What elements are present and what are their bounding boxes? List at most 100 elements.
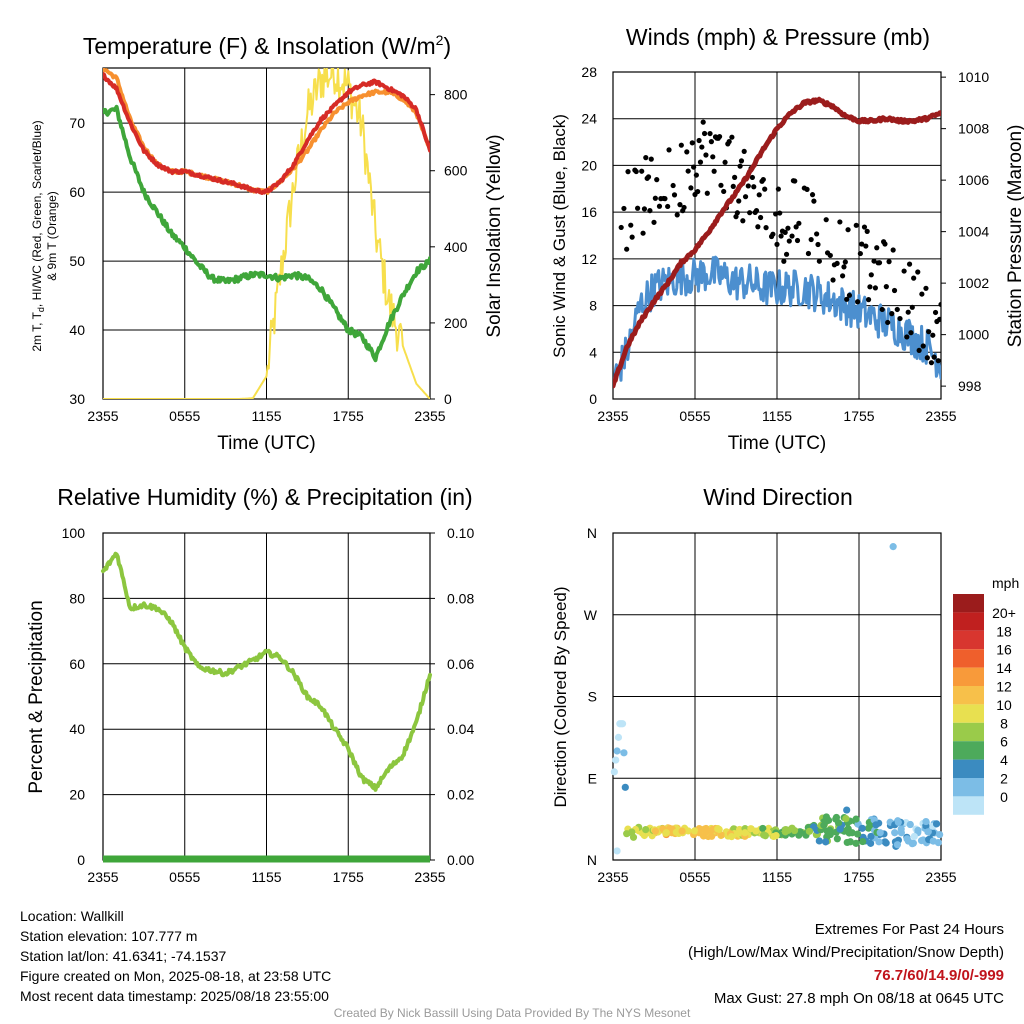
direction-point xyxy=(781,826,790,834)
y-tick-label: 60 xyxy=(69,184,85,200)
gust-point xyxy=(841,264,847,270)
gust-point xyxy=(741,148,747,154)
y-tick-label: S xyxy=(588,689,597,705)
extremes-values: 76.7/60/14.9/0/-999 xyxy=(873,967,1004,984)
gust-point xyxy=(897,315,903,322)
elevation-text: Station elevation: 107.777 m xyxy=(20,928,198,944)
gust-point xyxy=(671,192,678,198)
direction-point xyxy=(620,749,628,757)
y-tick-label: 20 xyxy=(69,787,85,803)
gust-point xyxy=(864,228,870,235)
direction-point xyxy=(822,813,831,821)
gust-point xyxy=(814,231,820,237)
direction-point xyxy=(834,819,843,827)
direction-point xyxy=(621,783,629,791)
y2-tick-label: 600 xyxy=(444,163,468,179)
x-tick-label: 2355 xyxy=(87,408,118,424)
gust-point xyxy=(827,252,833,259)
direction-point xyxy=(805,827,814,835)
colorbar-tick-label: 2 xyxy=(1000,771,1008,787)
gust-point xyxy=(924,355,930,361)
gust-point xyxy=(770,231,776,237)
gust-point xyxy=(774,241,780,247)
direction-point xyxy=(897,825,905,833)
direction-point xyxy=(843,806,851,814)
x-tick-label: 2355 xyxy=(597,869,628,885)
gust-point xyxy=(621,205,627,212)
direction-point xyxy=(842,815,850,823)
direction-point xyxy=(929,837,937,845)
direction-point xyxy=(628,828,636,836)
direction-point xyxy=(909,839,917,847)
gust-point xyxy=(889,311,895,317)
latlon-text: Station lat/lon: 41.6341; -74.1537 xyxy=(20,948,227,964)
gust-point xyxy=(711,168,717,174)
gust-point xyxy=(793,224,799,230)
x-tick-label: 1155 xyxy=(762,408,792,424)
direction-point xyxy=(613,847,621,855)
gust-point xyxy=(863,243,869,249)
y2-tick-label: 200 xyxy=(444,315,468,331)
gust-point xyxy=(885,319,891,326)
gust-point xyxy=(693,172,699,178)
direction-point xyxy=(717,831,726,839)
gust-point xyxy=(906,261,913,267)
y2-tick-label: 0.06 xyxy=(447,656,474,672)
direction-point xyxy=(613,747,621,755)
gust-point xyxy=(703,152,709,158)
direction-point xyxy=(833,835,841,843)
gust-point xyxy=(868,272,874,278)
colorbar-cell xyxy=(953,594,984,613)
gust-point xyxy=(666,147,672,153)
gust-point xyxy=(919,291,925,297)
title-text: Temperature (F) & Insolation (W/m xyxy=(83,33,436,59)
direction-point xyxy=(853,830,862,838)
gust-point xyxy=(846,292,853,298)
y-axis-title: Direction (Colored By Speed) xyxy=(551,586,570,807)
x-axis-title: Time (UTC) xyxy=(217,433,316,454)
gust-point xyxy=(685,168,691,174)
credit-text: Created By Nick Bassill Using Data Provi… xyxy=(333,1006,691,1020)
direction-point xyxy=(867,832,875,841)
y-axis-title: Sonic Wind & Gust (Blue, Black) xyxy=(550,114,569,358)
x-tick-label: 1755 xyxy=(843,408,874,424)
x-tick-label: 1755 xyxy=(843,869,874,885)
gust-point xyxy=(742,194,749,200)
direction-point xyxy=(893,841,902,849)
wind-speed-line xyxy=(613,255,941,385)
x-tick-label: 2355 xyxy=(414,408,445,424)
y-axis-title: Percent & Precipitation xyxy=(26,600,47,793)
direction-point xyxy=(662,829,670,837)
x-axis-title: Time (UTC) xyxy=(728,433,827,454)
gust-point xyxy=(763,225,769,231)
gust-point xyxy=(935,358,941,364)
gust-point xyxy=(756,192,762,198)
y-tick-label: 0 xyxy=(589,391,597,407)
gust-point xyxy=(695,188,701,195)
gust-point xyxy=(625,168,631,175)
direction-point xyxy=(924,828,932,836)
gust-point xyxy=(804,186,810,192)
y-tick-label: 28 xyxy=(581,64,597,80)
gust-point xyxy=(853,222,859,228)
gust-point xyxy=(844,296,850,302)
colorbar-tick-label: 10 xyxy=(996,697,1012,713)
direction-point xyxy=(815,837,823,845)
gust-point xyxy=(708,139,715,145)
y-tick-label: 0 xyxy=(77,852,85,868)
gust-point xyxy=(815,241,821,248)
gust-point xyxy=(737,163,743,169)
gust-point xyxy=(805,250,812,257)
gust-point xyxy=(886,259,892,265)
x-tick-label: 2355 xyxy=(414,869,445,885)
colorbar-tick-label: 4 xyxy=(1000,752,1008,768)
gust-point xyxy=(647,208,653,214)
x-tick-label: 1155 xyxy=(251,869,281,885)
gust-point xyxy=(834,260,840,267)
gust-point xyxy=(678,142,684,148)
gust-point xyxy=(916,347,922,354)
chart-title: Relative Humidity (%) & Precipitation (i… xyxy=(57,484,472,510)
gust-point xyxy=(674,212,680,218)
direction-point xyxy=(906,820,914,829)
direction-point xyxy=(612,756,620,764)
